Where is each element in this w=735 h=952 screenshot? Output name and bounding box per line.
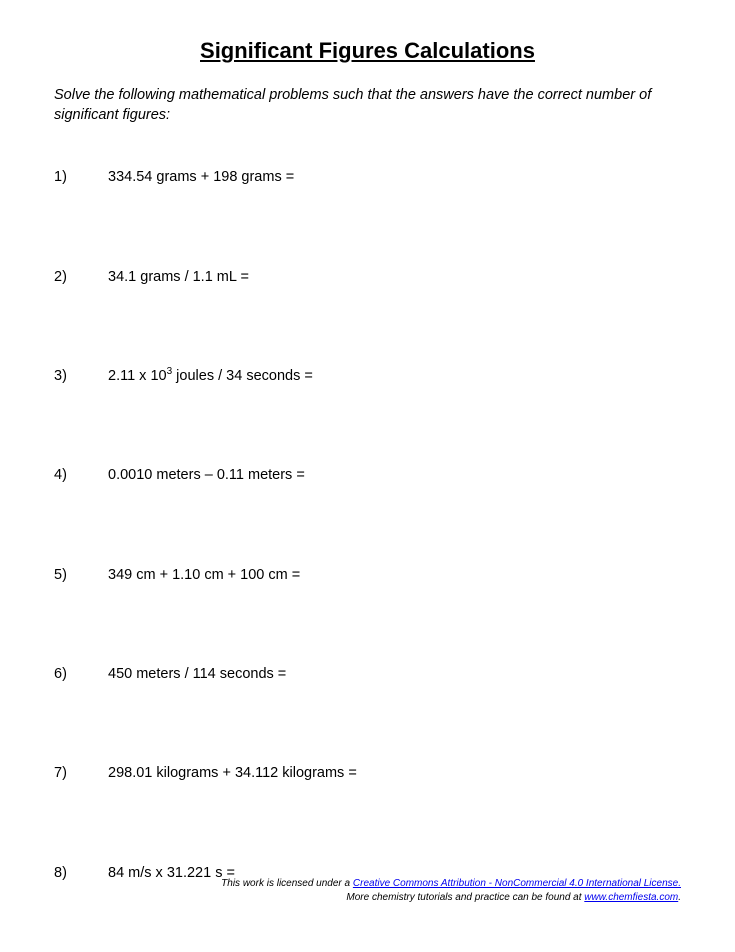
problem-number: 7)	[54, 765, 108, 782]
problem-text: 349 cm + 1.10 cm + 100 cm =	[108, 567, 300, 584]
problem-number: 3)	[54, 368, 108, 385]
problem-text: 450 meters / 114 seconds =	[108, 666, 286, 683]
problem-item: 4) 0.0010 meters – 0.11 meters =	[54, 467, 681, 484]
problem-text: 34.1 grams / 1.1 mL =	[108, 269, 249, 286]
footer: This work is licensed under a Creative C…	[54, 877, 681, 904]
footer-line-2: More chemistry tutorials and practice ca…	[54, 891, 681, 905]
footer-text: .	[678, 892, 681, 903]
problem-number: 1)	[54, 169, 108, 186]
problem-text: 0.0010 meters – 0.11 meters =	[108, 467, 305, 484]
problem-item: 2) 34.1 grams / 1.1 mL =	[54, 269, 681, 286]
problem-number: 4)	[54, 467, 108, 484]
problem-text: 334.54 grams + 198 grams =	[108, 169, 294, 186]
problem-item: 5) 349 cm + 1.10 cm + 100 cm =	[54, 567, 681, 584]
problem-item: 3) 2.11 x 103 joules / 34 seconds =	[54, 368, 681, 385]
problem-item: 1) 334.54 grams + 198 grams =	[54, 169, 681, 186]
page-title: Significant Figures Calculations	[54, 38, 681, 64]
problem-text: 298.01 kilograms + 34.112 kilograms =	[108, 765, 357, 782]
footer-line-1: This work is licensed under a Creative C…	[54, 877, 681, 891]
site-link[interactable]: www.chemfiesta.com	[584, 892, 678, 903]
problem-item: 6) 450 meters / 114 seconds =	[54, 666, 681, 683]
problem-number: 6)	[54, 666, 108, 683]
problem-list: 1) 334.54 grams + 198 grams = 2) 34.1 gr…	[54, 169, 681, 882]
problem-number: 2)	[54, 269, 108, 286]
license-link[interactable]: Creative Commons Attribution - NonCommer…	[353, 878, 681, 889]
problem-text: 2.11 x 103 joules / 34 seconds =	[108, 368, 313, 385]
footer-text: More chemistry tutorials and practice ca…	[346, 892, 584, 903]
instructions-text: Solve the following mathematical problem…	[54, 86, 681, 125]
problem-item: 7) 298.01 kilograms + 34.112 kilograms =	[54, 765, 681, 782]
problem-number: 5)	[54, 567, 108, 584]
footer-text: This work is licensed under a	[221, 878, 353, 889]
